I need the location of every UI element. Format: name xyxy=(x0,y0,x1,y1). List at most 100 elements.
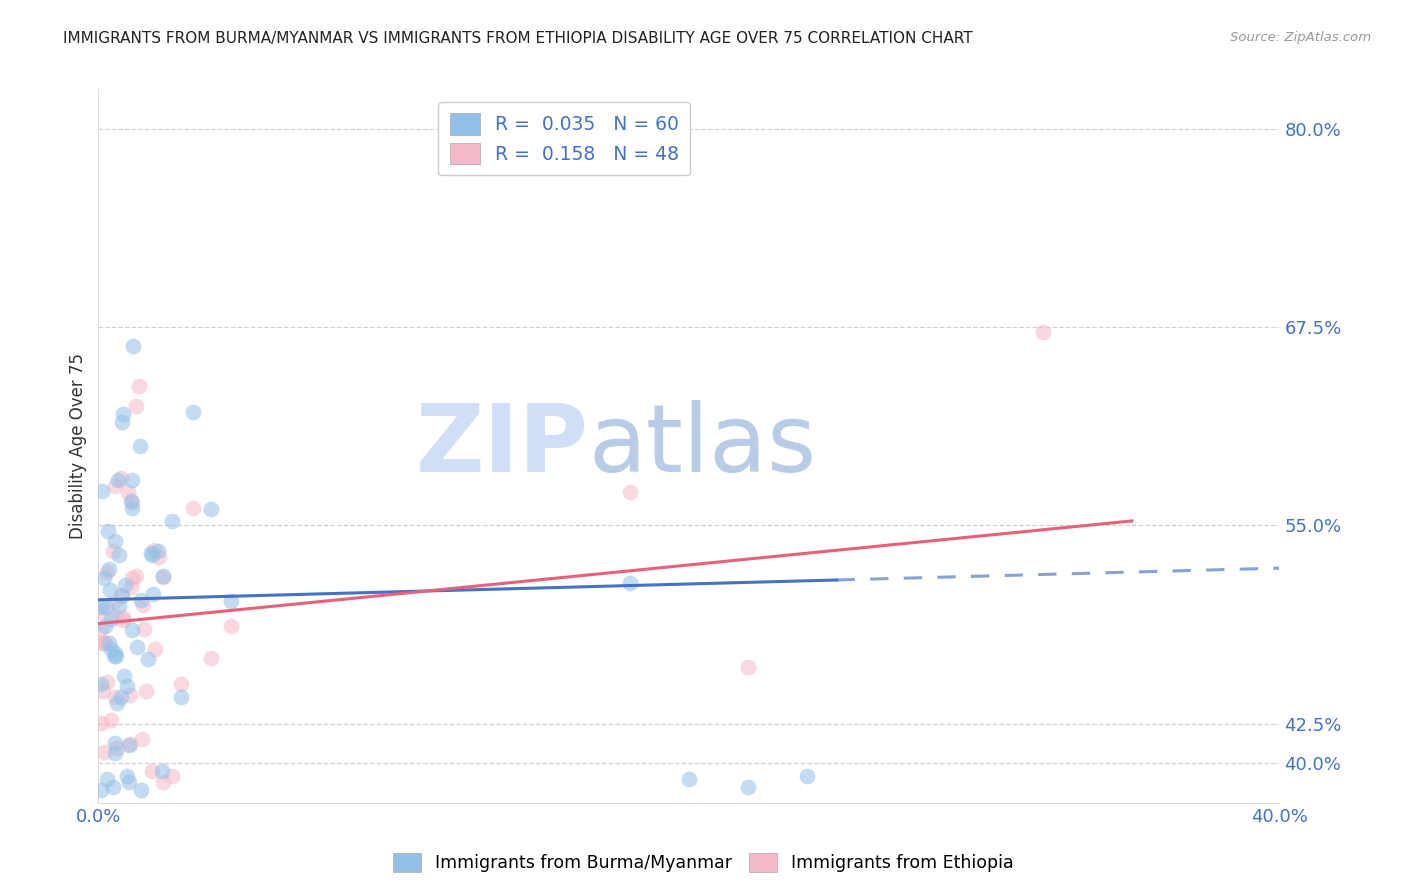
Point xyxy=(162,769,183,783)
Point xyxy=(107,696,129,710)
Point xyxy=(115,769,138,783)
Point xyxy=(678,772,700,786)
Point xyxy=(90,716,112,731)
Point xyxy=(170,690,193,704)
Point xyxy=(96,675,118,690)
Point xyxy=(141,546,163,560)
Point xyxy=(619,575,641,590)
Point xyxy=(118,738,141,752)
Point xyxy=(118,775,141,789)
Point xyxy=(152,570,174,584)
Text: atlas: atlas xyxy=(589,400,817,492)
Point xyxy=(108,549,131,563)
Point xyxy=(170,677,193,691)
Point xyxy=(181,405,204,419)
Point xyxy=(90,676,112,690)
Point xyxy=(104,646,127,660)
Point xyxy=(100,641,122,656)
Point xyxy=(104,690,127,705)
Text: IMMIGRANTS FROM BURMA/MYANMAR VS IMMIGRANTS FROM ETHIOPIA DISABILITY AGE OVER 75: IMMIGRANTS FROM BURMA/MYANMAR VS IMMIGRA… xyxy=(63,31,973,46)
Point xyxy=(105,741,128,756)
Point xyxy=(121,495,143,509)
Point xyxy=(1032,325,1054,339)
Point xyxy=(148,549,170,564)
Point xyxy=(200,650,222,665)
Point xyxy=(94,600,117,615)
Point xyxy=(90,782,112,797)
Point xyxy=(200,502,222,516)
Point xyxy=(129,783,152,797)
Point xyxy=(142,586,165,600)
Point xyxy=(121,623,143,637)
Point xyxy=(128,378,150,392)
Point xyxy=(93,635,115,649)
Point xyxy=(108,599,131,613)
Point xyxy=(111,407,134,421)
Point xyxy=(162,514,183,528)
Point xyxy=(114,577,136,591)
Point xyxy=(100,713,122,727)
Point xyxy=(221,594,243,608)
Point xyxy=(111,614,134,628)
Point xyxy=(93,571,115,585)
Point xyxy=(111,415,134,429)
Point xyxy=(101,543,124,558)
Point xyxy=(97,524,120,538)
Point xyxy=(111,589,134,603)
Point xyxy=(121,339,143,353)
Point xyxy=(101,780,124,794)
Point xyxy=(104,736,127,750)
Point xyxy=(141,549,163,563)
Point xyxy=(90,600,112,615)
Point xyxy=(150,764,173,778)
Point xyxy=(90,636,112,650)
Point xyxy=(132,598,155,612)
Point xyxy=(104,533,127,548)
Point xyxy=(152,775,174,789)
Point xyxy=(737,659,759,673)
Point xyxy=(110,471,132,485)
Legend: Immigrants from Burma/Myanmar, Immigrants from Ethiopia: Immigrants from Burma/Myanmar, Immigrant… xyxy=(385,846,1021,879)
Point xyxy=(90,605,112,619)
Point xyxy=(110,690,132,705)
Point xyxy=(131,731,153,746)
Point xyxy=(136,652,159,666)
Point xyxy=(619,485,641,500)
Text: ZIP: ZIP xyxy=(416,400,589,492)
Legend: R =  0.035   N = 60, R =  0.158   N = 48: R = 0.035 N = 60, R = 0.158 N = 48 xyxy=(439,103,690,176)
Point xyxy=(115,680,138,694)
Point xyxy=(103,649,125,664)
Point xyxy=(143,542,166,557)
Point xyxy=(93,745,115,759)
Point xyxy=(90,622,112,636)
Point xyxy=(129,593,152,607)
Point xyxy=(141,764,163,778)
Point xyxy=(97,636,120,650)
Point xyxy=(135,683,157,698)
Point xyxy=(146,543,169,558)
Point xyxy=(104,479,127,493)
Point xyxy=(101,596,124,610)
Point xyxy=(796,769,818,783)
Point xyxy=(104,746,127,760)
Y-axis label: Disability Age Over 75: Disability Age Over 75 xyxy=(69,353,87,539)
Point xyxy=(117,484,139,499)
Point xyxy=(181,501,204,516)
Point xyxy=(96,565,118,579)
Point xyxy=(737,780,759,794)
Point xyxy=(96,772,118,786)
Point xyxy=(121,473,143,487)
Point xyxy=(97,562,120,576)
Point xyxy=(98,583,121,598)
Point xyxy=(120,688,142,702)
Point xyxy=(100,612,122,626)
Point xyxy=(221,619,243,633)
Point xyxy=(90,484,112,499)
Point xyxy=(94,619,117,633)
Point xyxy=(118,738,141,752)
Point xyxy=(125,400,148,414)
Point xyxy=(120,580,142,594)
Point xyxy=(120,494,142,508)
Point xyxy=(145,642,167,657)
Point xyxy=(121,501,143,516)
